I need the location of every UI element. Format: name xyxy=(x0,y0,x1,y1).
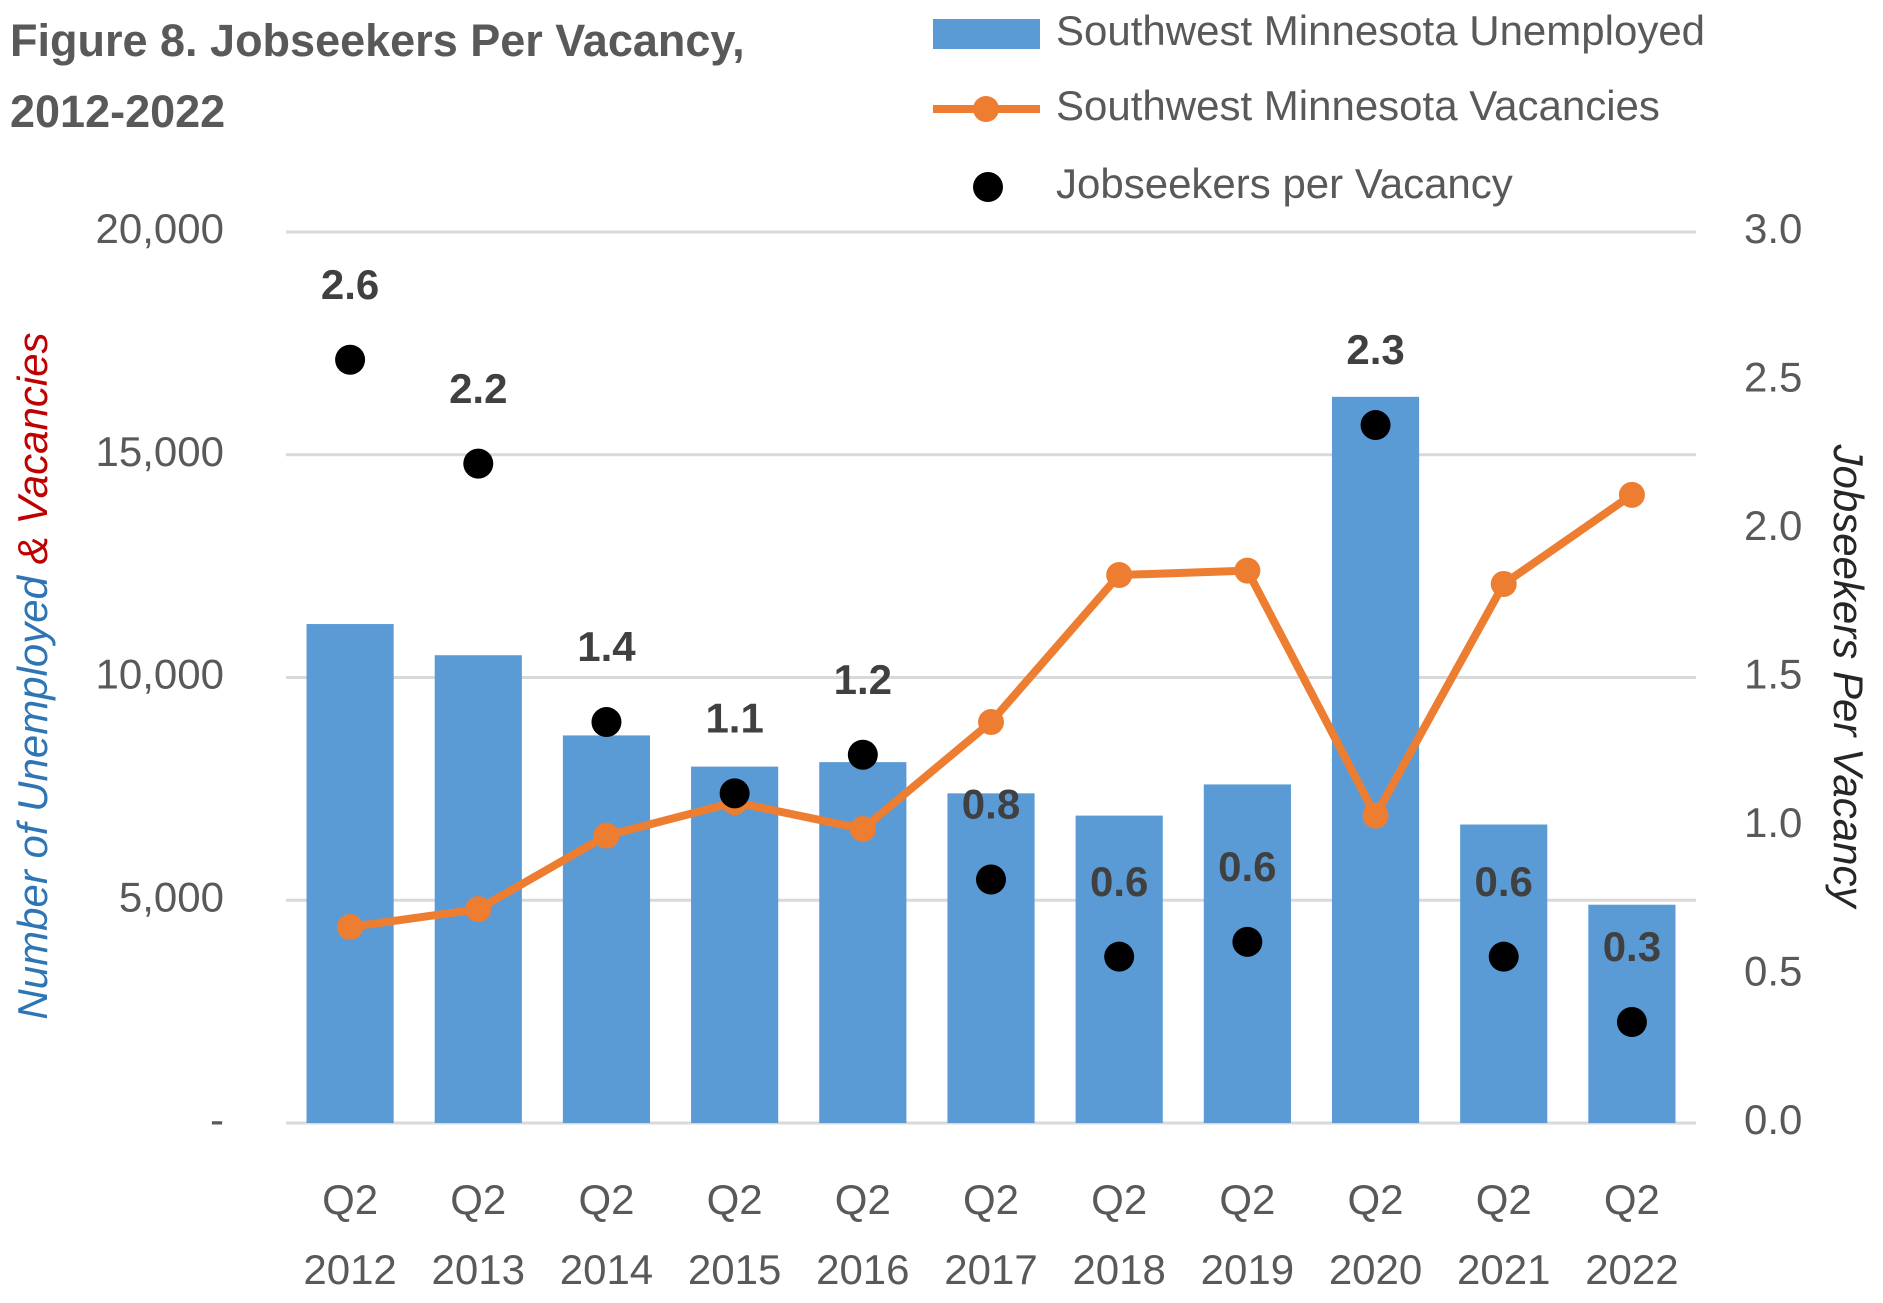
x-tick-label: Q2 2021 xyxy=(1457,1176,1550,1293)
data-label: 2.3 xyxy=(1346,326,1404,373)
x-tick-label-line: Q2 xyxy=(1348,1176,1404,1223)
bar xyxy=(1460,824,1548,1123)
line-marker xyxy=(337,913,364,940)
x-tick-label-line: 2022 xyxy=(1585,1246,1678,1293)
x-tick-label-line: Q2 xyxy=(707,1176,763,1223)
x-tick-label: Q2 2014 xyxy=(560,1176,653,1293)
x-tick-label: Q2 2020 xyxy=(1329,1176,1422,1293)
legend-swatch xyxy=(973,172,1003,202)
x-tick-label: Q2 2019 xyxy=(1201,1176,1294,1293)
dot xyxy=(1488,941,1519,972)
x-tick-label-line: Q2 xyxy=(835,1176,891,1223)
legend-label: Southwest Minnesota Vacancies xyxy=(1056,82,1660,129)
y-axis-label-part: Number of Unemployed xyxy=(9,574,56,1019)
line-marker xyxy=(1106,562,1133,589)
x-tick-label-line: Q2 xyxy=(1219,1176,1275,1223)
bar xyxy=(691,766,779,1123)
y2-axis-label: Jobseekers Per Vacancy xyxy=(1825,443,1872,910)
x-tick-label-line: Q2 xyxy=(450,1176,506,1223)
chart-title: Figure 8. Jobseekers Per Vacancy, xyxy=(10,15,745,66)
bar xyxy=(947,793,1035,1123)
dot xyxy=(1616,1007,1647,1038)
x-tick-label-line: 2012 xyxy=(303,1246,396,1293)
y-tick-label: - xyxy=(210,1096,224,1143)
data-label: 1.2 xyxy=(834,656,892,703)
y-tick-label: 5,000 xyxy=(119,873,224,920)
y-tick-label: 15,000 xyxy=(96,428,224,475)
x-tick-label-line: Q2 xyxy=(1476,1176,1532,1223)
data-label: 0.3 xyxy=(1603,923,1661,970)
data-label: 1.1 xyxy=(705,694,763,741)
y2-tick-label: 1.0 xyxy=(1744,799,1802,846)
data-label: 0.6 xyxy=(1475,858,1533,905)
x-tick-label-line: 2014 xyxy=(560,1246,653,1293)
dot xyxy=(847,739,878,770)
bar xyxy=(562,735,651,1123)
x-tick-label: Q2 2017 xyxy=(944,1176,1037,1293)
dot xyxy=(976,864,1006,895)
y2-tick-label: 0.0 xyxy=(1744,1096,1802,1143)
x-tick-label: Q2 2012 xyxy=(303,1176,396,1293)
data-label: 1.4 xyxy=(577,623,636,670)
line-marker xyxy=(849,815,876,842)
x-tick-label-line: 2013 xyxy=(432,1246,525,1293)
chart-title: 2012-2022 xyxy=(10,86,225,137)
line-marker xyxy=(1362,802,1389,829)
dot xyxy=(1360,410,1391,441)
dot xyxy=(1232,926,1263,957)
y-axis-label-part: & Vacancies xyxy=(9,332,56,564)
dot xyxy=(463,448,494,479)
x-tick-label: Q2 2015 xyxy=(688,1176,781,1293)
line-marker xyxy=(978,709,1004,736)
legend-label: Jobseekers per Vacancy xyxy=(1056,160,1513,207)
y2-tick-label: 2.5 xyxy=(1744,354,1802,401)
y-tick-label: 20,000 xyxy=(96,205,224,252)
dot xyxy=(335,344,366,375)
x-tick-label-line: 2015 xyxy=(688,1246,781,1293)
legend-swatch xyxy=(933,19,1040,49)
x-tick-label: Q2 2016 xyxy=(816,1176,909,1293)
x-tick-label-line: Q2 xyxy=(322,1176,378,1223)
x-tick-label-line: 2018 xyxy=(1072,1246,1165,1293)
y2-tick-label: 3.0 xyxy=(1744,205,1802,252)
x-tick-label-line: Q2 xyxy=(578,1176,634,1223)
x-tick-label: Q2 2018 xyxy=(1072,1176,1165,1293)
legend-swatch xyxy=(973,96,999,122)
line-marker xyxy=(1234,557,1261,584)
data-label: 2.6 xyxy=(321,261,379,308)
legend-label: Southwest Minnesota Unemployed xyxy=(1056,7,1705,54)
x-tick-label-line: Q2 xyxy=(963,1176,1019,1223)
dot xyxy=(591,707,622,738)
x-tick-label-line: 2020 xyxy=(1329,1246,1422,1293)
x-tick-label: Q2 2013 xyxy=(432,1176,525,1293)
y-tick-label: 10,000 xyxy=(96,651,224,698)
y2-tick-label: 1.5 xyxy=(1744,651,1802,698)
x-tick-label-line: 2019 xyxy=(1201,1246,1294,1293)
x-tick-label: Q2 2022 xyxy=(1585,1176,1678,1293)
dot xyxy=(1104,941,1135,972)
dot xyxy=(719,778,750,809)
data-label: 2.2 xyxy=(449,365,507,412)
y-axis-label: Number of Unemployed & Vacancies xyxy=(9,332,56,1019)
y2-tick-label: 2.0 xyxy=(1744,502,1802,549)
line-marker xyxy=(1490,570,1517,597)
x-tick-label-line: 2016 xyxy=(816,1246,909,1293)
line-marker xyxy=(1618,481,1645,508)
x-tick-label-line: 2017 xyxy=(944,1246,1037,1293)
x-tick-label-line: Q2 xyxy=(1604,1176,1660,1223)
x-tick-label-line: 2021 xyxy=(1457,1246,1550,1293)
x-tick-label-line: Q2 xyxy=(1091,1176,1147,1223)
data-label: 0.6 xyxy=(1090,858,1148,905)
y2-tick-label: 0.5 xyxy=(1744,948,1802,995)
line-marker xyxy=(465,896,492,923)
data-label: 0.8 xyxy=(962,781,1020,828)
line-marker xyxy=(593,822,620,849)
bar xyxy=(306,624,394,1123)
data-label: 0.6 xyxy=(1218,843,1276,890)
